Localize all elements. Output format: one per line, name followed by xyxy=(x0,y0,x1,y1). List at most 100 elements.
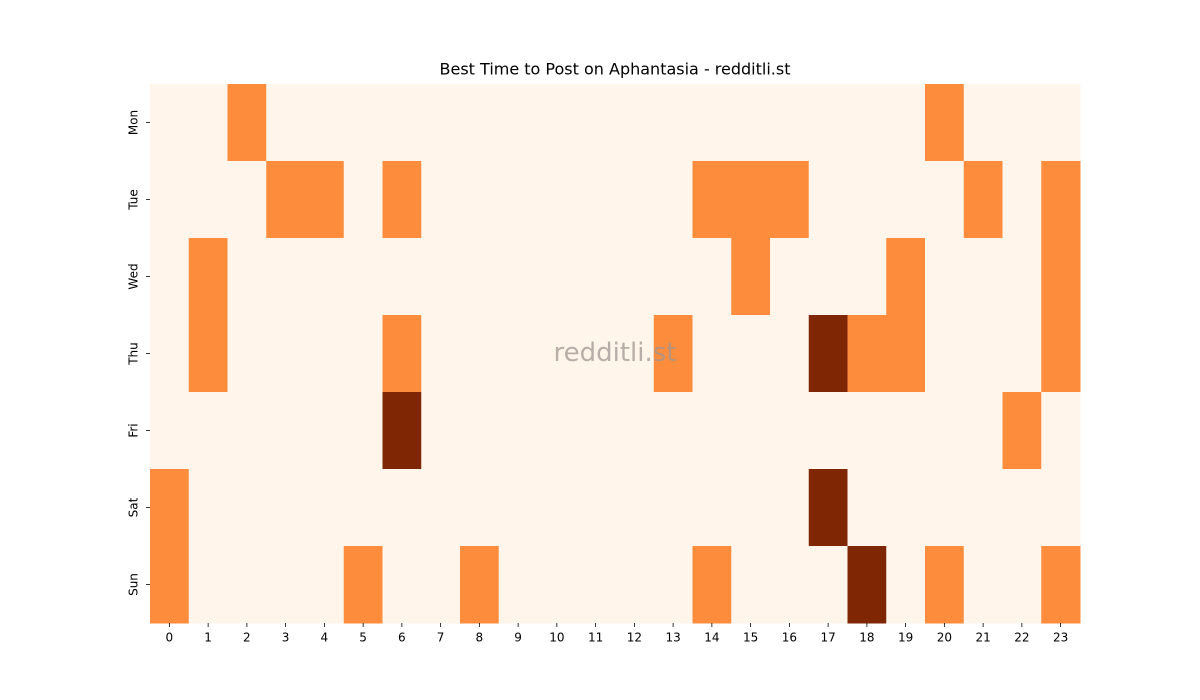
x-tick-label: 22 xyxy=(1014,631,1029,645)
heat-cell xyxy=(382,469,422,547)
heat-cell xyxy=(150,238,190,316)
heat-cell xyxy=(305,315,345,393)
heat-cell xyxy=(150,469,190,547)
heat-cell xyxy=(227,84,267,162)
heat-cell xyxy=(615,238,655,316)
heat-cell xyxy=(847,238,887,316)
heat-cell xyxy=(343,161,383,239)
heat-cell xyxy=(382,315,422,393)
x-tick-label: 19 xyxy=(898,631,913,645)
heat-cell xyxy=(770,84,810,162)
heat-cell xyxy=(382,238,422,316)
heat-cell xyxy=(808,161,848,239)
heat-cell xyxy=(188,315,228,393)
heat-cell xyxy=(615,469,655,547)
heat-cell xyxy=(963,392,1003,470)
x-tick-label: 0 xyxy=(166,631,174,645)
heat-cell xyxy=(731,469,771,547)
heat-cell xyxy=(692,84,732,162)
heat-cell xyxy=(1002,546,1042,624)
heat-cell xyxy=(1002,161,1042,239)
heat-cell xyxy=(150,161,190,239)
heat-cell xyxy=(460,546,500,624)
heat-cell xyxy=(653,238,693,316)
heat-cell xyxy=(227,546,267,624)
heat-cell xyxy=(1041,392,1081,470)
heat-cell xyxy=(963,238,1003,316)
heat-cell xyxy=(576,161,616,239)
y-tick-label: Tue xyxy=(127,189,141,211)
heat-cell xyxy=(266,161,306,239)
heat-cell xyxy=(343,84,383,162)
heat-cell xyxy=(188,392,228,470)
x-tick-label: 9 xyxy=(514,631,522,645)
heat-cell xyxy=(227,315,267,393)
heat-cell xyxy=(1041,84,1081,162)
y-tick-label: Thu xyxy=(127,342,141,366)
y-tick-label: Wed xyxy=(127,263,141,289)
heat-cell xyxy=(537,161,577,239)
heat-cell xyxy=(731,546,771,624)
heat-cell xyxy=(266,392,306,470)
heat-cell xyxy=(305,84,345,162)
heat-cell xyxy=(770,546,810,624)
heat-cell xyxy=(460,469,500,547)
heat-cell xyxy=(305,238,345,316)
heat-cell xyxy=(1041,469,1081,547)
heat-cell xyxy=(886,161,926,239)
x-tick-label: 20 xyxy=(937,631,952,645)
heat-cell xyxy=(770,161,810,239)
heat-cell xyxy=(692,469,732,547)
heat-cell xyxy=(886,392,926,470)
heat-cell xyxy=(770,238,810,316)
heat-cell xyxy=(963,84,1003,162)
heat-cell xyxy=(150,84,190,162)
heat-cell xyxy=(615,546,655,624)
heat-cell xyxy=(886,238,926,316)
heat-cell xyxy=(421,238,461,316)
heat-cell xyxy=(576,546,616,624)
heat-cell xyxy=(692,238,732,316)
heat-cell xyxy=(150,315,190,393)
heat-cell xyxy=(963,315,1003,393)
heat-cell xyxy=(925,238,965,316)
heat-cell xyxy=(421,315,461,393)
heat-cell xyxy=(188,84,228,162)
x-tick-label: 14 xyxy=(704,631,719,645)
heat-cell xyxy=(305,546,345,624)
heat-cell xyxy=(1002,84,1042,162)
heat-cell xyxy=(886,315,926,393)
heat-cell xyxy=(1041,161,1081,239)
heat-cell xyxy=(653,469,693,547)
heat-cell xyxy=(808,546,848,624)
heat-cell xyxy=(692,161,732,239)
x-tick-label: 5 xyxy=(359,631,367,645)
heat-cell xyxy=(731,315,771,393)
heat-cell xyxy=(227,161,267,239)
x-tick-label: 6 xyxy=(398,631,406,645)
heat-cell xyxy=(537,315,577,393)
heat-cell xyxy=(537,84,577,162)
heat-cell xyxy=(576,238,616,316)
heat-cell xyxy=(460,392,500,470)
y-tick-label: Sat xyxy=(127,497,141,517)
heat-cell xyxy=(731,161,771,239)
heat-cell xyxy=(692,315,732,393)
heat-cell xyxy=(421,469,461,547)
heat-cell xyxy=(963,161,1003,239)
heat-cell xyxy=(963,469,1003,547)
heat-cell xyxy=(537,392,577,470)
heat-cell xyxy=(343,546,383,624)
heat-cell xyxy=(808,392,848,470)
heat-cell xyxy=(653,546,693,624)
heat-cell xyxy=(1041,315,1081,393)
heat-cell xyxy=(576,469,616,547)
heat-cell xyxy=(1041,238,1081,316)
heat-cell xyxy=(382,392,422,470)
heat-cell xyxy=(653,392,693,470)
x-tick-label: 12 xyxy=(627,631,642,645)
heat-cell xyxy=(615,315,655,393)
heat-cell xyxy=(266,238,306,316)
